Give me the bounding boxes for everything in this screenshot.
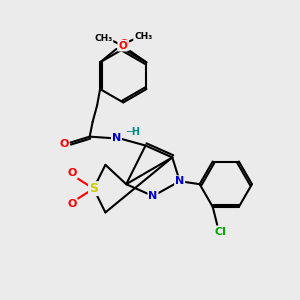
Text: ─H: ─H (127, 127, 140, 136)
Text: N: N (175, 176, 184, 186)
Text: O: O (68, 199, 77, 209)
Text: N: N (112, 133, 121, 142)
Text: O: O (119, 39, 128, 49)
Text: N: N (148, 191, 158, 201)
Text: O: O (59, 139, 68, 149)
Text: CH₃: CH₃ (94, 34, 112, 43)
Text: O: O (68, 168, 77, 178)
Text: S: S (89, 182, 98, 195)
Text: O: O (118, 41, 127, 51)
Text: CH₃: CH₃ (134, 32, 152, 41)
Text: Cl: Cl (214, 227, 226, 237)
